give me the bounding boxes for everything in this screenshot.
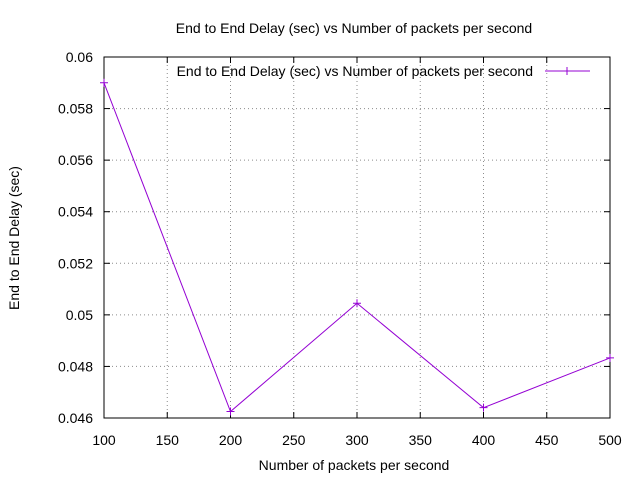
- y-tick-label: 0.05: [66, 307, 93, 323]
- x-tick-label: 250: [282, 432, 306, 448]
- y-tick-label: 0.058: [58, 101, 93, 117]
- y-tick-label: 0.046: [58, 410, 93, 426]
- legend-label: End to End Delay (sec) vs Number of pack…: [177, 63, 533, 79]
- x-tick-label: 200: [219, 432, 243, 448]
- legend: End to End Delay (sec) vs Number of pack…: [177, 63, 590, 79]
- y-tick-label: 0.048: [58, 358, 93, 374]
- y-tick-label: 0.056: [58, 152, 93, 168]
- legend-plus-marker: [563, 67, 571, 75]
- series-group: [100, 78, 614, 416]
- grid-lines: [104, 57, 610, 418]
- x-tick-label: 150: [156, 432, 180, 448]
- x-tick-label: 450: [535, 432, 559, 448]
- x-tick-label: 100: [92, 432, 116, 448]
- chart-title: End to End Delay (sec) vs Number of pack…: [176, 20, 532, 36]
- data-point-marker: [353, 299, 361, 308]
- data-point-marker: [226, 407, 235, 416]
- y-tick-label: 0.06: [66, 49, 93, 65]
- x-axis-label: Number of packets per second: [259, 457, 450, 473]
- x-tick-label: 350: [409, 432, 433, 448]
- y-tick-labels: 0.046 0.048 0.05 0.052 0.054 0.056 0.058 0.06: [58, 49, 93, 426]
- data-point-marker: [479, 403, 488, 412]
- y-tick-label: 0.052: [58, 255, 93, 271]
- x-tick-label: 300: [345, 432, 369, 448]
- x-tick-labels: 100 150 200 250 300 350 400 450 500: [92, 432, 622, 448]
- y-axis-label: End to End Delay (sec): [6, 166, 22, 310]
- plot-frame: [103, 56, 611, 419]
- data-point-marker: [100, 78, 108, 87]
- legend-marker: [563, 67, 571, 75]
- x-tick-label: 400: [472, 432, 496, 448]
- data-point-marker: [606, 353, 614, 362]
- y-tick-label: 0.054: [58, 204, 93, 220]
- x-tick-label: 500: [598, 432, 622, 448]
